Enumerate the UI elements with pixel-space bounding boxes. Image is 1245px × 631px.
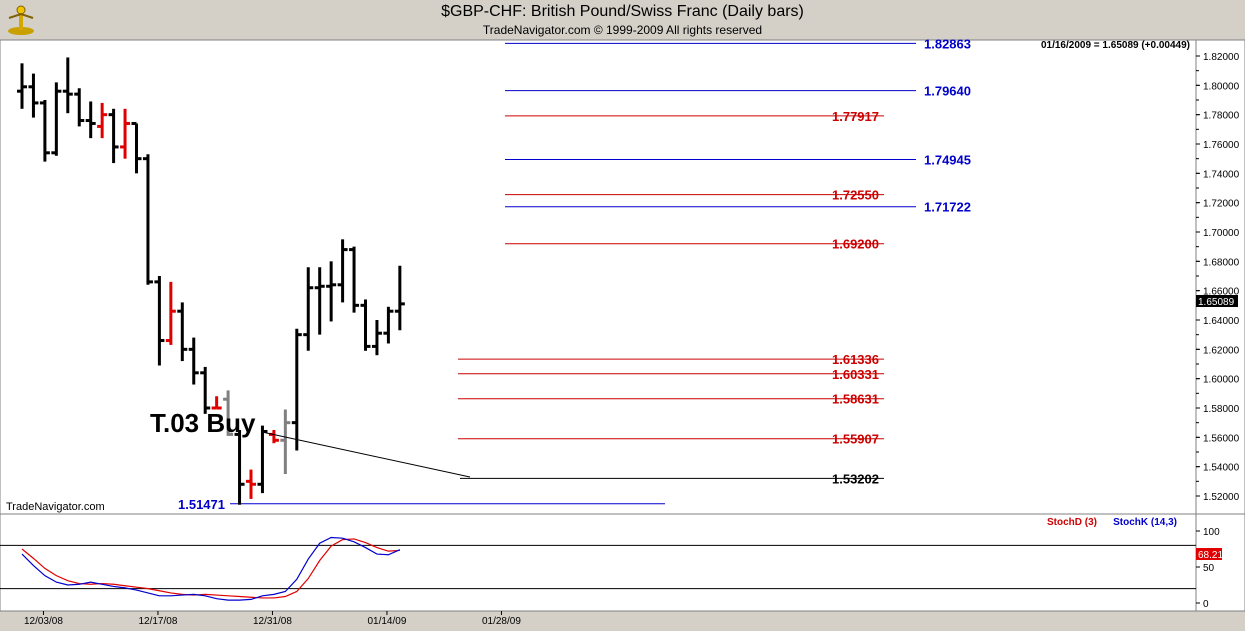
stoch-d-legend: StochD (3) [1047,517,1097,528]
price-panel [0,39,1197,515]
ohlc-bar [108,108,119,164]
stoch-panel [0,513,1197,612]
price-axis-tick-label: 1.68000 [1203,257,1240,268]
level-label: 1.79640 [924,84,971,99]
ohlc-bar [28,73,39,118]
ohlc-bar [234,430,245,505]
price-axis-tick-label: 1.56000 [1203,433,1240,444]
level-label: 1.58631 [832,392,879,407]
ohlc-bar [200,366,211,414]
ohlc-bar [39,100,50,162]
stoch-value-tag-box [1196,548,1222,560]
ohlc-bar [223,390,234,436]
last-price-tag-box [1196,295,1238,307]
stoch-axis-tick-label: 50 [1203,563,1215,574]
ohlc-bar [120,108,131,159]
ohlc-bar [314,267,325,335]
ohlc-bar [142,154,153,285]
level-label: 1.72550 [832,188,879,203]
ohlc-bar [62,57,73,114]
price-readout: 01/16/2009 = 1.65089 (+0.00449) [1041,40,1190,51]
stoch-series-line [21,538,400,599]
x-axis-tick-label: 01/28/09 [482,616,521,627]
ohlc-bar [280,409,291,474]
price-axis-tick-label: 1.80000 [1203,81,1240,92]
price-axis-tick-label: 1.82000 [1203,52,1240,63]
stoch-k-legend: StochK (14,3) [1113,517,1177,528]
price-axis-tick-label: 1.74000 [1203,169,1240,180]
level-lines: 1.82863 1.79640 1.77917 1.74945 1.72550 1.717… [178,36,971,511]
watermark: TradeNavigator.com [6,501,105,513]
ohlc-bar [154,276,165,366]
ohlc-bar [177,302,188,362]
chart-title: $GBP-CHF: British Pound/Swiss Franc (Dai… [441,3,804,20]
price-axis-tick-label: 1.52000 [1203,492,1240,503]
ohlc-bar [337,239,348,303]
last-price-tag: 1.65089 [1198,297,1235,308]
ohlc-bar [257,425,268,494]
ohlc-bar [371,320,382,356]
ohlc-bar [360,299,371,351]
price-axis-tick-label: 1.62000 [1203,345,1240,356]
level-label: 1.82863 [924,36,971,51]
level-label: 1.55907 [832,432,879,447]
ohlc-bar [326,261,337,322]
ohlc-bar [246,469,256,499]
level-label: 1.77917 [832,109,879,124]
annotation-arrow [261,431,471,478]
level-label: 1.53202 [832,471,879,486]
ohlc-bar [51,82,62,156]
axes: 1.52000 1.54000 1.56000 1.58000 1.60000 1.620… [24,52,1240,627]
price-axis-tick-label: 1.58000 [1203,404,1240,415]
x-axis-tick-label: 12/17/08 [138,616,177,627]
x-axis-tick-label: 12/31/08 [253,616,292,627]
level-label: 1.51471 [178,497,225,512]
annotation-label: T.03 Buy [150,408,256,438]
stoch-axis-tick-label: 100 [1203,527,1220,538]
ohlc-bar [131,121,142,174]
price-axis-tick-label: 1.54000 [1203,463,1240,474]
price-axis-panel [1195,39,1245,515]
ohlc-bar [165,281,176,345]
ohlc-bar [303,267,314,351]
ohlc-bar [394,265,405,331]
ohlc-bar [188,337,199,385]
stoch-axis-tick-label: 0 [1203,599,1209,610]
ohlc-bar [74,88,85,127]
price-axis-tick-label: 1.72000 [1203,199,1240,210]
stoch-value-tag: 68.21 [1198,550,1223,561]
x-axis-tick-label: 01/14/09 [367,616,406,627]
level-label: 1.74945 [924,152,971,167]
level-label: 1.71722 [924,200,971,215]
stoch-series-line [21,536,401,601]
stoch-axis-panel [1195,513,1245,612]
ohlc-bar [383,306,394,344]
stoch-lines [0,536,1196,601]
price-axis-tick-label: 1.66000 [1203,287,1240,298]
tradenavigator-logo-icon [8,5,34,35]
ohlc-bar [97,102,108,139]
chart-subtitle: TradeNavigator.com © 1999-2009 All right… [482,23,763,37]
x-axis-tick-label: 12/03/08 [24,616,63,627]
price-axis-tick-label: 1.70000 [1203,228,1240,239]
price-bars [17,57,405,505]
ohlc-bar [349,246,360,313]
ohlc-bar [17,63,27,109]
ohlc-bar [85,101,96,139]
price-axis-tick-label: 1.78000 [1203,111,1240,122]
ohlc-bar [291,328,302,451]
ohlc-bar [211,396,222,410]
level-label: 1.61336 [832,352,879,367]
price-axis-tick-label: 1.76000 [1203,140,1240,151]
price-axis-tick-label: 1.64000 [1203,316,1240,327]
level-label: 1.60331 [832,367,879,382]
level-label: 1.69200 [832,237,879,252]
price-axis-tick-label: 1.60000 [1203,375,1240,386]
